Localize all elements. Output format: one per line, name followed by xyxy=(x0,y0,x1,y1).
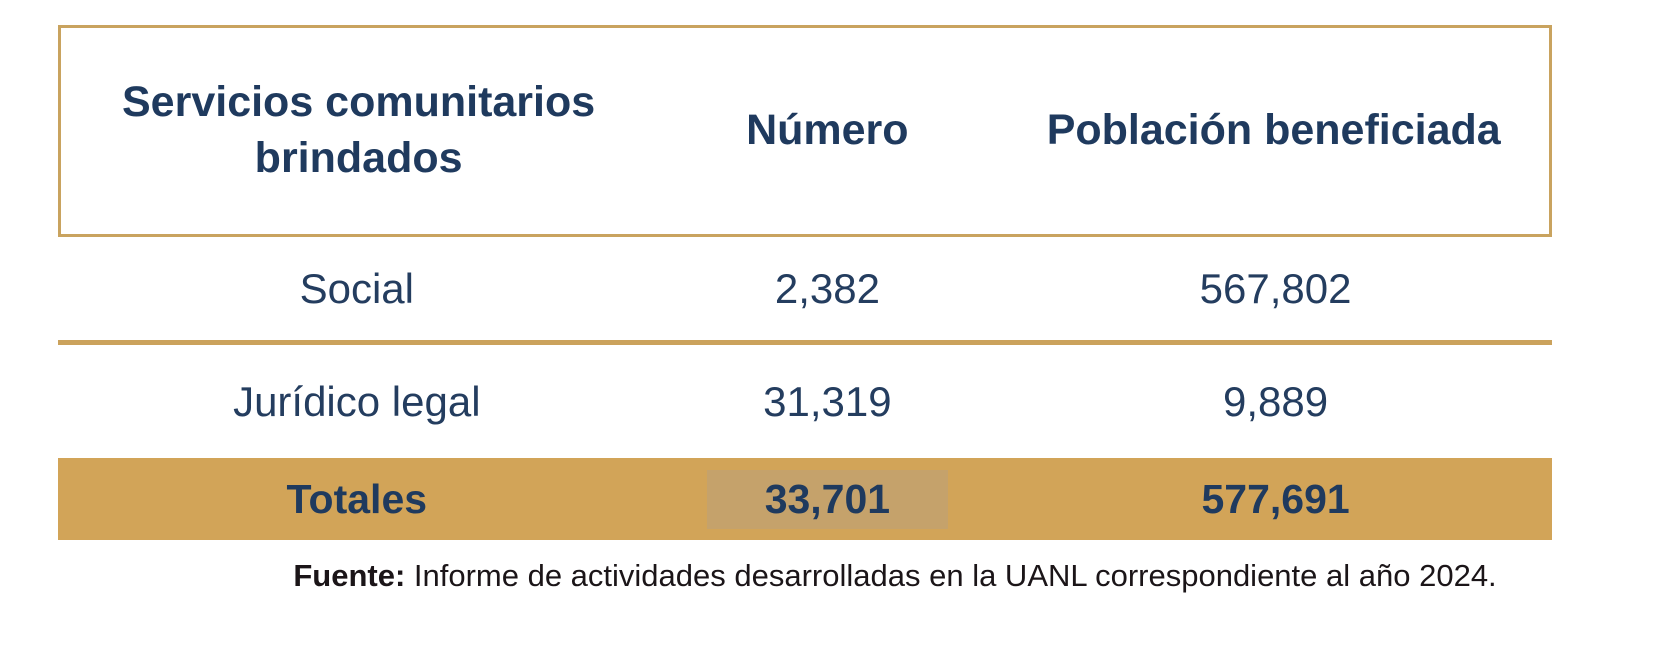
totals-number-cell: 33,701 xyxy=(656,469,1000,529)
column-header-services: Servicios comunitarios brindados xyxy=(61,75,656,187)
row-social-number: 2,382 xyxy=(774,264,880,312)
table-row: Jurídico legal 31,319 9,889 xyxy=(58,345,1552,458)
row-social-population: 567,802 xyxy=(1199,264,1352,312)
column-header-population: Población beneficiada xyxy=(998,103,1549,159)
source-note-label: Fuente: xyxy=(293,558,406,593)
totals-row: Totales 33,701 577,691 xyxy=(58,458,1552,540)
totals-label: Totales xyxy=(286,475,428,522)
column-header-population-label: Población beneficiada xyxy=(1046,106,1501,155)
column-header-number-label: Número xyxy=(746,106,909,155)
row-juridico-population: 9,889 xyxy=(1223,377,1329,425)
column-header-number: Número xyxy=(656,103,998,159)
column-header-services-label: Servicios comunitarios brindados xyxy=(122,78,596,182)
source-note-text: Informe de actividades desarrolladas en … xyxy=(405,558,1497,593)
row-juridico-service: Jurídico legal xyxy=(233,377,481,425)
row-divider xyxy=(58,340,1552,345)
totals-population: 577,691 xyxy=(1201,475,1350,522)
row-social-service: Social xyxy=(299,264,414,312)
source-note: Fuente: Informe de actividades desarroll… xyxy=(0,558,1680,594)
table-header-row: Servicios comunitarios brindados Número … xyxy=(58,25,1552,237)
services-table: Servicios comunitarios brindados Número … xyxy=(58,25,1552,540)
row-juridico-number: 31,319 xyxy=(763,377,892,425)
totals-number-highlight: 33,701 xyxy=(706,469,949,529)
table-row: Social 2,382 567,802 xyxy=(58,237,1552,340)
